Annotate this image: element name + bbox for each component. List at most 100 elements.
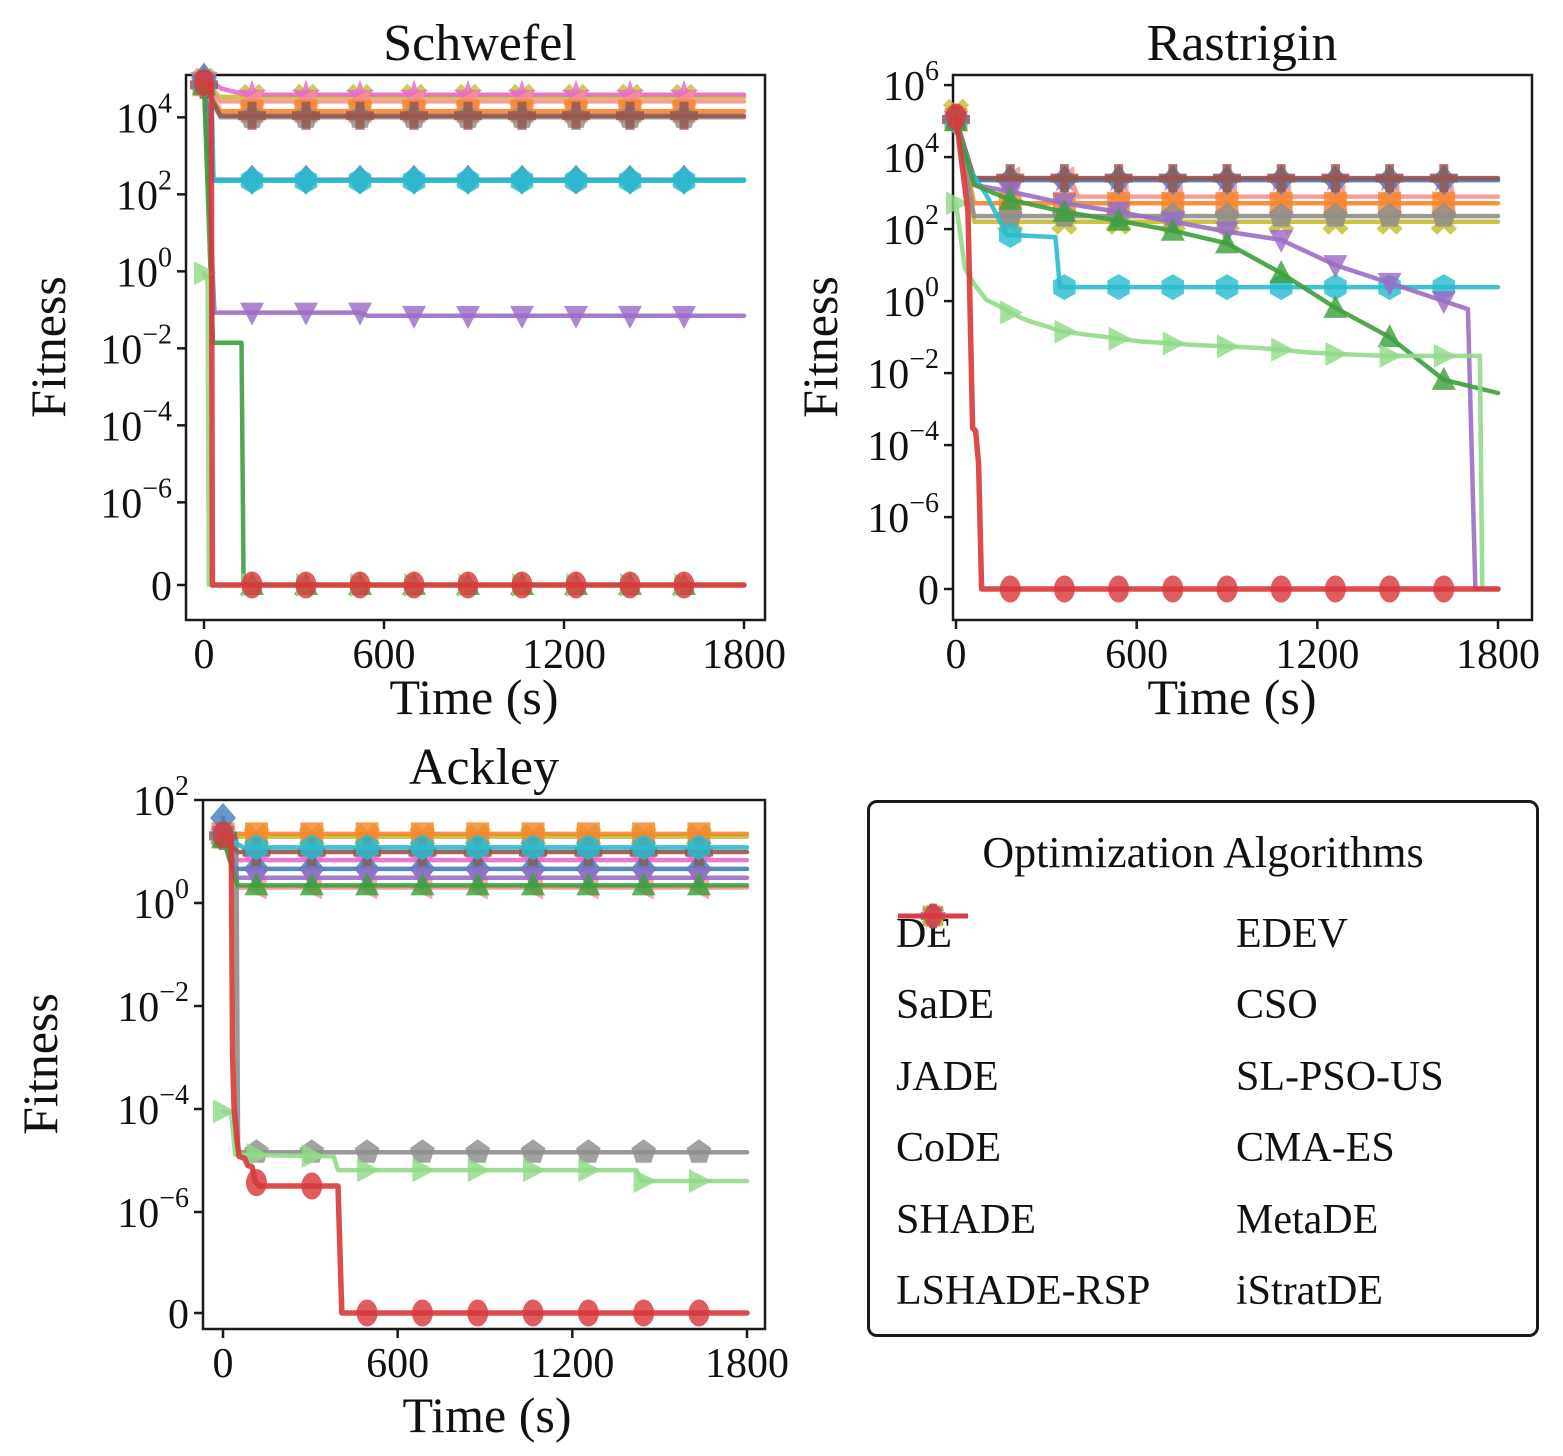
y-tick-label: 104 (116, 88, 172, 142)
x-tick-label: 1800 (705, 1341, 789, 1387)
triangle-down-marker (240, 302, 264, 326)
x-tick-label: 1200 (522, 632, 606, 678)
hexagon-marker (510, 167, 534, 194)
pentagon-marker (354, 1139, 380, 1163)
legend-label: LSHADE-RSP (896, 1268, 1151, 1315)
hexagon-marker (466, 834, 489, 861)
triangle-up-marker (410, 872, 435, 896)
legend-label: SL-PSO-US (1236, 1053, 1444, 1100)
y-axis-label-ackley: Fitness (12, 993, 68, 1135)
triangle-down-marker (510, 305, 534, 329)
pentagon-marker (686, 1139, 712, 1163)
triangle-right-marker (301, 1144, 325, 1169)
hexagon-marker (521, 834, 545, 861)
plus-marker (292, 101, 320, 130)
plus-marker (1429, 164, 1458, 193)
plus-marker (1158, 164, 1187, 193)
x-axis-label-schwefel: Time (s) (389, 669, 559, 725)
circle-marker (457, 571, 479, 599)
legend-item-CoDE: CoDE (896, 904, 1236, 1169)
circle-marker (619, 571, 641, 599)
x-axis-label-rastrigin: Time (s) (1147, 669, 1317, 725)
hexagon-marker (245, 834, 268, 861)
x-tick-label: 1800 (1456, 632, 1540, 678)
triangle-down-marker (672, 305, 696, 329)
legend-item-MetaDE: MetaDE (898, 905, 1536, 1243)
chart-rastrigin: 0 600 1200 1800 106 104 102 100 10−2 10−4 10−6 0 (867, 56, 1540, 678)
triangle-up-marker (355, 872, 380, 896)
legend-item-CSO: CSO (898, 904, 1536, 1029)
plus-marker (346, 101, 374, 130)
hexagon-marker (1161, 274, 1185, 301)
plus-marker (670, 101, 698, 130)
legend-label: SaDE (896, 982, 994, 1029)
hexagon-marker (411, 834, 434, 861)
y-tick-label: 10−4 (100, 396, 172, 450)
circle-marker (193, 69, 215, 97)
star-marker (291, 79, 321, 107)
circle-marker (522, 1299, 544, 1327)
y-tick-label: 10−2 (117, 977, 189, 1031)
triangle-up-marker (299, 872, 324, 896)
x-tick-label: 0 (946, 632, 967, 678)
y-tick-label: 10−2 (867, 344, 939, 398)
plus-marker (1104, 164, 1133, 193)
legend: Optimization Algorithms DE EDEV SaDE CSO JAD… (867, 800, 1539, 1337)
y-tick-label: 100 (133, 874, 189, 928)
triangle-right-marker (1162, 331, 1186, 356)
hexagon-marker (1215, 274, 1239, 301)
circle-marker (511, 571, 533, 599)
triangle-up-marker (1431, 366, 1456, 390)
hexagon-marker (240, 167, 264, 194)
circle-marker (1053, 575, 1075, 603)
circle-marker (1162, 575, 1184, 603)
plus-marker (616, 101, 644, 130)
triangle-down-marker (618, 305, 642, 329)
pentagon-marker (1268, 203, 1294, 227)
x-tick-label: 0 (194, 632, 215, 678)
legend-label: MetaDE (1236, 1196, 1379, 1243)
hexagon-marker (348, 167, 372, 194)
y-tick-label: 10−6 (867, 488, 939, 542)
triangle-right-marker (412, 1158, 436, 1183)
circle-marker (411, 1299, 433, 1327)
legend-item-SaDE: SaDE (896, 902, 1236, 1029)
circle-marker (349, 571, 371, 599)
triangle-right-marker (1325, 341, 1349, 366)
legend-label: CSO (1236, 982, 1318, 1029)
circle-marker (923, 904, 943, 928)
chart-schwefel: 0 600 1200 1800 104 102 100 10−2 10−4 10−6 0 (100, 61, 786, 678)
triangle-right-marker (523, 1158, 547, 1183)
series-MetaDE (946, 191, 1501, 592)
circle-marker (245, 1169, 267, 1197)
circle-marker (301, 1172, 323, 1200)
circle-marker (1433, 575, 1455, 603)
pentagon-marker (410, 1139, 435, 1163)
y-tick-label: 100 (116, 242, 172, 296)
hexagon-marker (300, 834, 324, 861)
legend-item-EDEV: EDEV (898, 903, 1536, 955)
series-MetaDE (213, 1099, 750, 1193)
circle-marker (467, 1299, 489, 1327)
y-tick-label: 106 (883, 56, 939, 110)
hexagon-marker (294, 167, 318, 194)
circle-marker (1108, 575, 1130, 603)
star-marker (453, 79, 483, 107)
circle-marker (356, 1299, 378, 1327)
x-tick-label: 1200 (1275, 632, 1359, 678)
legend-entries: DE EDEV SaDE CSO JADE SL-PSO-US CoDE CMA-ES SHAD… (896, 898, 1536, 1327)
circle-marker (999, 575, 1021, 603)
circle-marker (688, 1299, 710, 1327)
triangle-down-marker (1269, 229, 1294, 253)
circle-marker (295, 571, 317, 599)
series-JADE (944, 108, 1501, 396)
y-tick-label-zero: 0 (151, 564, 172, 610)
circle-marker (403, 571, 425, 599)
pentagon-marker (575, 1139, 601, 1163)
legend-item-JADE: JADE (896, 904, 1236, 1098)
legend-item-iStratDE: iStratDE (898, 904, 1536, 1312)
circle-marker (1324, 575, 1346, 603)
plus-marker (1375, 164, 1404, 193)
series-EDEV (942, 105, 1501, 193)
